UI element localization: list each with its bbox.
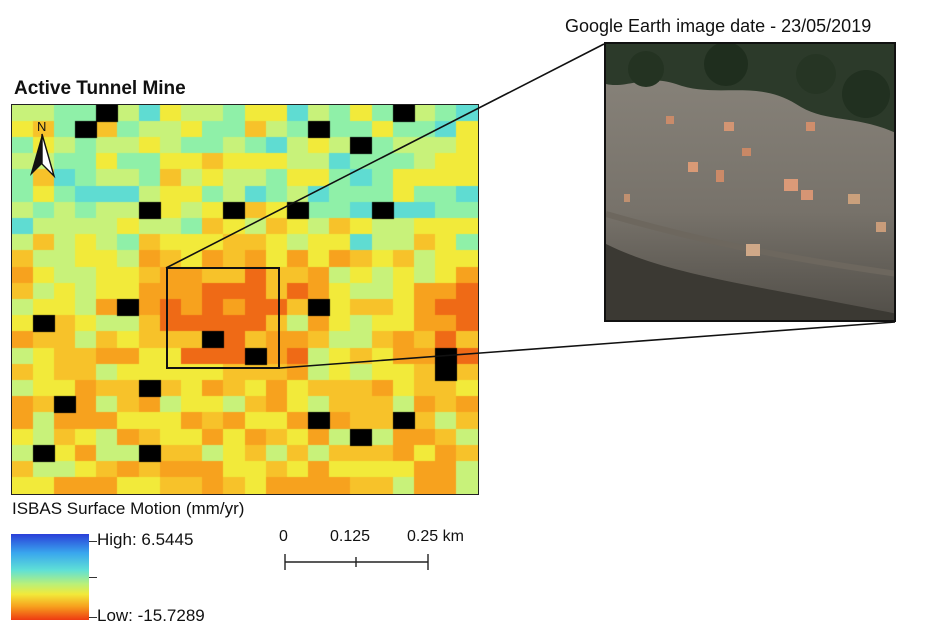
scale-label-025km: 0.25 km <box>407 528 464 545</box>
scale-label-0125: 0.125 <box>330 528 371 545</box>
google-earth-inset-image <box>604 42 896 322</box>
map-title: Active Tunnel Mine <box>14 78 186 99</box>
inset-caption: Google Earth image date - 23/05/2019 <box>565 16 872 36</box>
legend-title: ISBAS Surface Motion (mm/yr) <box>12 499 245 518</box>
legend-tick-mid <box>89 577 97 578</box>
scale-label-0: 0 <box>279 528 288 545</box>
legend-high-label: High: 6.5445 <box>97 530 194 549</box>
north-arrow-label: N <box>37 119 46 134</box>
legend-tick-high <box>89 541 97 542</box>
legend-low-label: Low: -15.7289 <box>97 606 205 625</box>
scale-bar <box>284 554 429 570</box>
isbas-raster-map <box>11 104 479 495</box>
surface-motion-raster <box>12 105 478 494</box>
legend-tick-low <box>89 617 97 618</box>
inset-extent-box <box>166 267 280 369</box>
legend-color-ramp <box>11 534 89 620</box>
north-arrow-icon: N <box>30 119 56 179</box>
